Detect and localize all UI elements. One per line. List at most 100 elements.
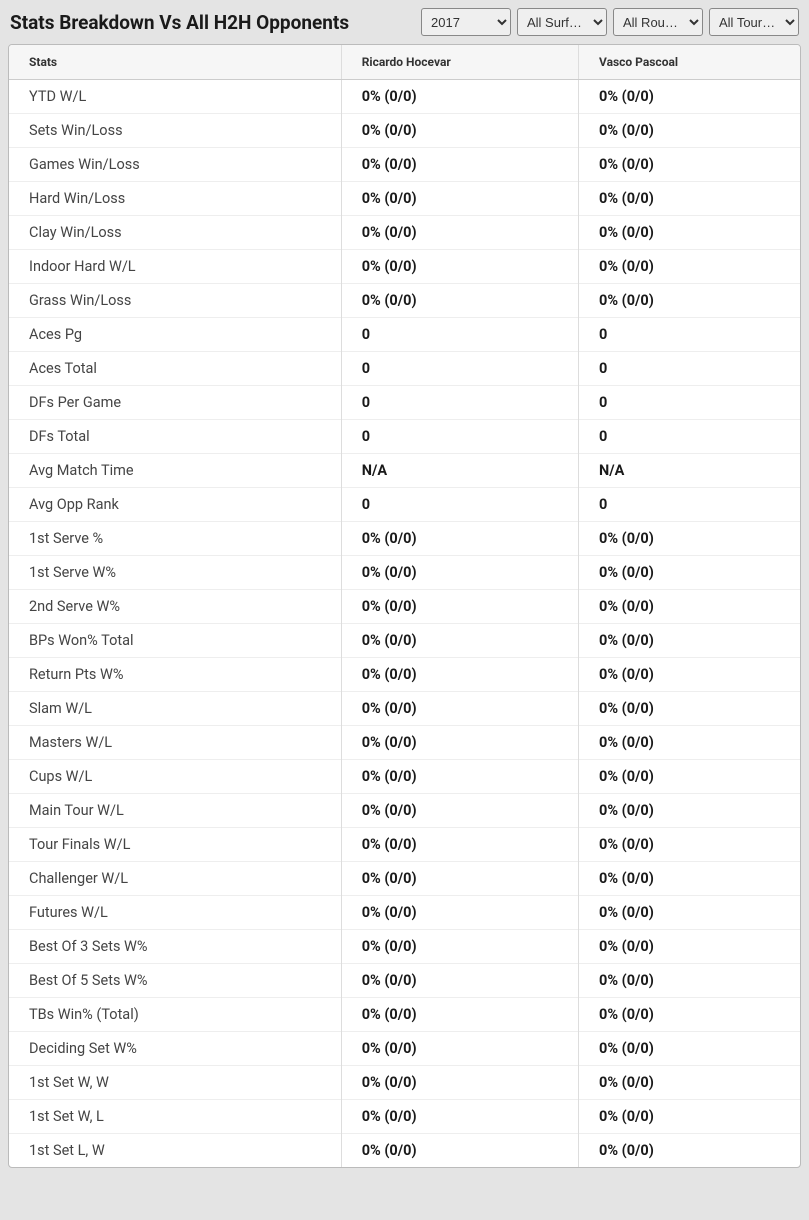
round-filter[interactable]: All Rou… — [613, 8, 703, 36]
player2-value: 0% (0/0) — [579, 1134, 800, 1168]
player2-value: 0% (0/0) — [579, 964, 800, 998]
player2-value: 0% (0/0) — [579, 692, 800, 726]
player2-value: 0 — [579, 352, 800, 386]
player1-value: 0 — [341, 318, 578, 352]
stat-label: Return Pts W% — [9, 658, 341, 692]
player1-value: 0 — [341, 420, 578, 454]
table-row: Games Win/Loss0% (0/0)0% (0/0) — [9, 148, 800, 182]
player1-value: 0% (0/0) — [341, 964, 578, 998]
stat-label: TBs Win% (Total) — [9, 998, 341, 1032]
player2-value: N/A — [579, 454, 800, 488]
player1-value: 0% (0/0) — [341, 658, 578, 692]
stat-label: 1st Serve W% — [9, 556, 341, 590]
table-row: Deciding Set W%0% (0/0)0% (0/0) — [9, 1032, 800, 1066]
player1-value: 0% (0/0) — [341, 1032, 578, 1066]
stat-label: DFs Total — [9, 420, 341, 454]
player1-value: 0% (0/0) — [341, 896, 578, 930]
stat-label: Slam W/L — [9, 692, 341, 726]
table-row: Avg Match TimeN/AN/A — [9, 454, 800, 488]
player1-value: 0% (0/0) — [341, 794, 578, 828]
header-bar: Stats Breakdown Vs All H2H Opponents 201… — [0, 0, 809, 44]
column-header-player2: Vasco Pascoal — [579, 45, 800, 80]
year-filter[interactable]: 2017 — [421, 8, 511, 36]
filter-group: 2017 All Surf… All Rou… All Tour… — [421, 8, 799, 36]
player1-value: 0% (0/0) — [341, 216, 578, 250]
stat-label: Deciding Set W% — [9, 1032, 341, 1066]
table-row: Hard Win/Loss0% (0/0)0% (0/0) — [9, 182, 800, 216]
stat-label: Games Win/Loss — [9, 148, 341, 182]
player2-value: 0% (0/0) — [579, 896, 800, 930]
player2-value: 0% (0/0) — [579, 182, 800, 216]
player1-value: 0% (0/0) — [341, 862, 578, 896]
player1-value: 0% (0/0) — [341, 284, 578, 318]
player2-value: 0% (0/0) — [579, 726, 800, 760]
stat-label: Masters W/L — [9, 726, 341, 760]
table-row: 2nd Serve W%0% (0/0)0% (0/0) — [9, 590, 800, 624]
player2-value: 0% (0/0) — [579, 1100, 800, 1134]
stat-label: 1st Set W, L — [9, 1100, 341, 1134]
player1-value: 0 — [341, 488, 578, 522]
player1-value: 0% (0/0) — [341, 624, 578, 658]
player1-value: 0% (0/0) — [341, 80, 578, 114]
player1-value: 0% (0/0) — [341, 930, 578, 964]
stat-label: Cups W/L — [9, 760, 341, 794]
player1-value: 0% (0/0) — [341, 828, 578, 862]
player1-value: 0% (0/0) — [341, 998, 578, 1032]
table-row: Futures W/L0% (0/0)0% (0/0) — [9, 896, 800, 930]
player1-value: 0% (0/0) — [341, 556, 578, 590]
player2-value: 0% (0/0) — [579, 148, 800, 182]
player1-value: 0 — [341, 386, 578, 420]
player1-value: 0% (0/0) — [341, 692, 578, 726]
player2-value: 0% (0/0) — [579, 658, 800, 692]
stat-label: Clay Win/Loss — [9, 216, 341, 250]
table-row: Tour Finals W/L0% (0/0)0% (0/0) — [9, 828, 800, 862]
player2-value: 0% (0/0) — [579, 1032, 800, 1066]
stat-label: Challenger W/L — [9, 862, 341, 896]
player2-value: 0 — [579, 318, 800, 352]
surface-filter[interactable]: All Surf… — [517, 8, 607, 36]
stat-label: 2nd Serve W% — [9, 590, 341, 624]
table-row: Indoor Hard W/L0% (0/0)0% (0/0) — [9, 250, 800, 284]
table-row: 1st Set L, W0% (0/0)0% (0/0) — [9, 1134, 800, 1168]
stat-label: 1st Set W, W — [9, 1066, 341, 1100]
table-row: Return Pts W%0% (0/0)0% (0/0) — [9, 658, 800, 692]
tournament-filter[interactable]: All Tour… — [709, 8, 799, 36]
stat-label: Sets Win/Loss — [9, 114, 341, 148]
player2-value: 0% (0/0) — [579, 80, 800, 114]
table-row: 1st Set W, W0% (0/0)0% (0/0) — [9, 1066, 800, 1100]
stat-label: BPs Won% Total — [9, 624, 341, 658]
player2-value: 0% (0/0) — [579, 1066, 800, 1100]
column-header-stats: Stats — [9, 45, 341, 80]
player2-value: 0% (0/0) — [579, 862, 800, 896]
player2-value: 0% (0/0) — [579, 522, 800, 556]
player2-value: 0 — [579, 420, 800, 454]
player1-value: 0% (0/0) — [341, 182, 578, 216]
stat-label: Tour Finals W/L — [9, 828, 341, 862]
player2-value: 0% (0/0) — [579, 114, 800, 148]
table-row: Slam W/L0% (0/0)0% (0/0) — [9, 692, 800, 726]
table-row: Aces Total00 — [9, 352, 800, 386]
player1-value: 0% (0/0) — [341, 590, 578, 624]
table-row: TBs Win% (Total)0% (0/0)0% (0/0) — [9, 998, 800, 1032]
table-row: DFs Total00 — [9, 420, 800, 454]
player1-value: 0% (0/0) — [341, 1066, 578, 1100]
player2-value: 0 — [579, 488, 800, 522]
stat-label: Best Of 3 Sets W% — [9, 930, 341, 964]
stat-label: Grass Win/Loss — [9, 284, 341, 318]
stat-label: 1st Set L, W — [9, 1134, 341, 1168]
stats-table: Stats Ricardo Hocevar Vasco Pascoal YTD … — [9, 45, 800, 1167]
player2-value: 0% (0/0) — [579, 828, 800, 862]
stat-label: Futures W/L — [9, 896, 341, 930]
player1-value: 0% (0/0) — [341, 760, 578, 794]
table-row: DFs Per Game00 — [9, 386, 800, 420]
player2-value: 0 — [579, 386, 800, 420]
stats-table-container: Stats Ricardo Hocevar Vasco Pascoal YTD … — [8, 44, 801, 1168]
player1-value: 0% (0/0) — [341, 250, 578, 284]
table-row: YTD W/L0% (0/0)0% (0/0) — [9, 80, 800, 114]
player1-value: 0% (0/0) — [341, 1100, 578, 1134]
player1-value: 0% (0/0) — [341, 522, 578, 556]
table-row: Aces Pg00 — [9, 318, 800, 352]
table-row: 1st Serve %0% (0/0)0% (0/0) — [9, 522, 800, 556]
table-row: Sets Win/Loss0% (0/0)0% (0/0) — [9, 114, 800, 148]
stat-label: Indoor Hard W/L — [9, 250, 341, 284]
